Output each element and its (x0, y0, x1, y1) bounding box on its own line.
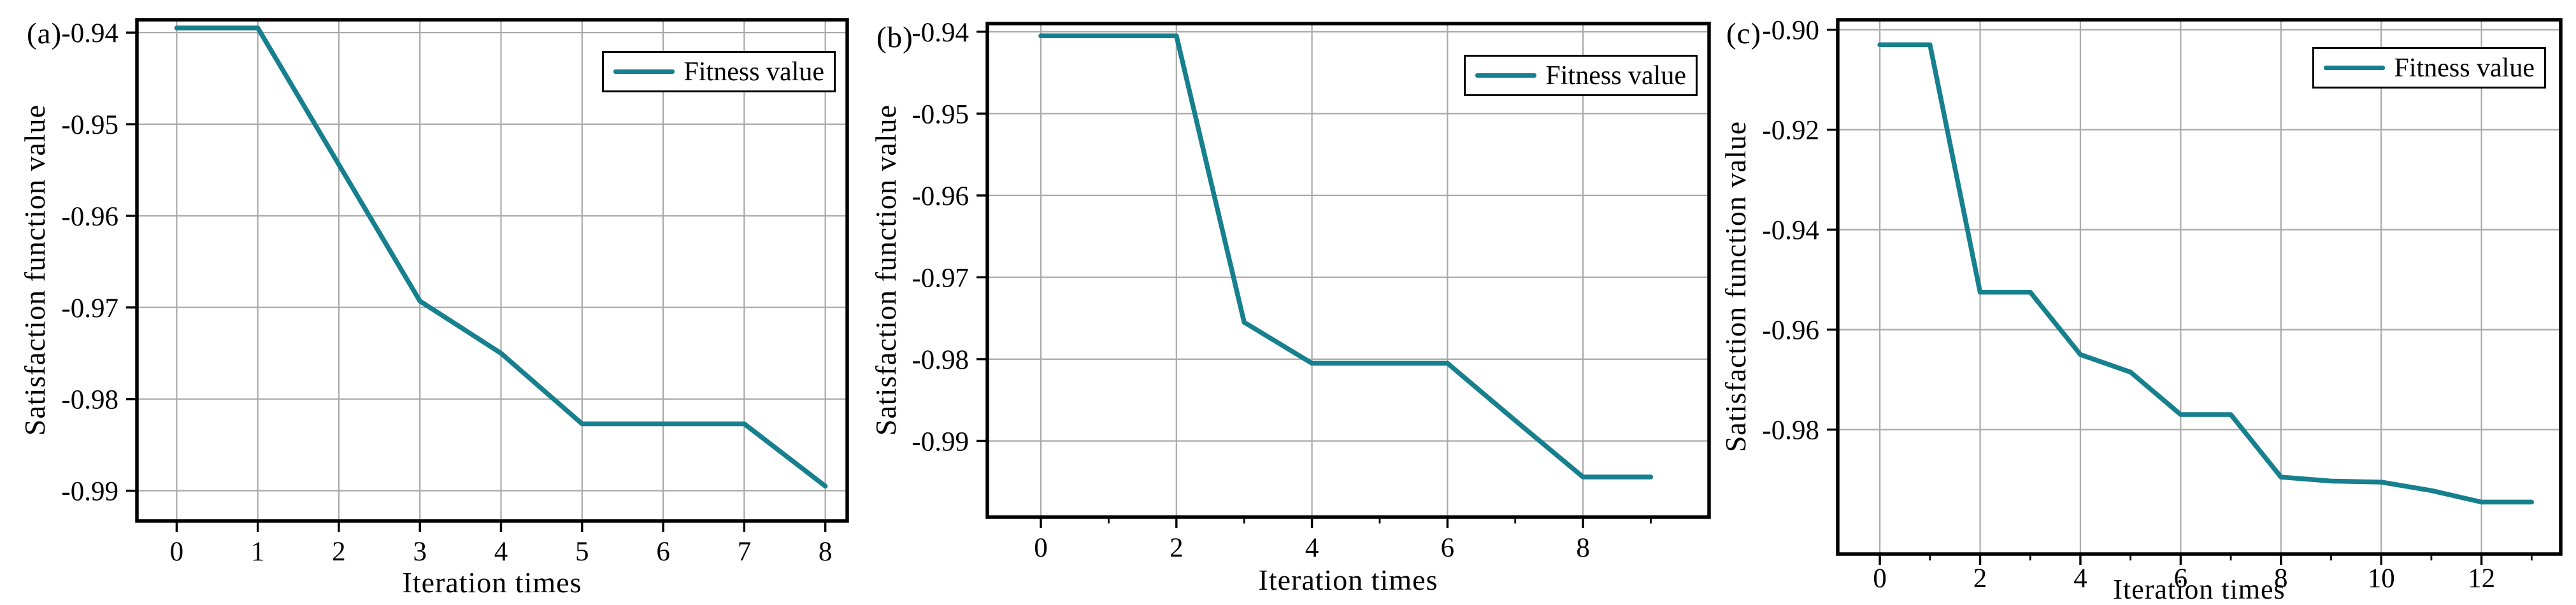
x-tick-label: 1 (251, 537, 265, 567)
y-tick-label: -0.95 (61, 110, 118, 140)
x-axis-title-a: Iteration times (402, 566, 582, 599)
x-tick-label: 2 (332, 537, 346, 567)
x-tick-label: 6 (2174, 564, 2188, 594)
y-tick-label: -0.98 (61, 385, 118, 415)
panel-label-b: (b) (877, 21, 913, 54)
legend-line-sample-b (1475, 73, 1536, 78)
y-tick-label: -0.94 (912, 18, 969, 48)
y-tick-label: -0.96 (1762, 316, 1819, 346)
panel-label-c: (c) (1726, 17, 1762, 50)
y-axis-title-text-b: Satisfaction function value (869, 104, 902, 436)
fitness-value-line (174, 25, 828, 489)
x-tick-label: 3 (413, 537, 427, 567)
y-tick-label: -0.92 (1762, 116, 1819, 146)
y-tick-label: -0.95 (912, 99, 969, 129)
x-tick-label: 6 (656, 537, 670, 567)
x-tick-label: 8 (1576, 533, 1590, 563)
y-axis-title-text-a: Satisfaction function value (18, 104, 51, 436)
legend-line-sample-a (613, 69, 675, 74)
y-tick-label: -0.94 (1762, 216, 1819, 246)
y-tick-label: -0.94 (61, 18, 118, 48)
y-tick-label: -0.98 (912, 345, 969, 375)
x-tick-label: 2 (1170, 533, 1184, 563)
x-tick-label: 7 (738, 537, 752, 567)
y-axis-title-text-c: Satisfaction function value (1719, 121, 1752, 453)
y-axis-title-c: Satisfaction function value (1719, 20, 1752, 554)
plot-border (1836, 18, 2563, 556)
x-tick-label: 0 (1034, 533, 1048, 563)
x-axis-title-b: Iteration times (1258, 564, 1438, 596)
plot-border (135, 18, 849, 523)
x-tick-label: 12 (2468, 564, 2495, 594)
legend-label-a: Fitness value (683, 57, 824, 87)
x-tick-label: 8 (819, 537, 833, 567)
y-tick-label: -0.90 (1762, 16, 1819, 46)
legend-label-c: Fitness value (2394, 53, 2535, 83)
y-tick-label: -0.97 (912, 263, 969, 293)
y-tick-label: -0.96 (912, 182, 969, 211)
y-tick-label: -0.97 (61, 294, 118, 324)
legend-line-sample-c (2323, 66, 2385, 70)
fitness-value-line (1877, 42, 2535, 505)
legend-label-b: Fitness value (1545, 60, 1686, 90)
legend-c: Fitness value (2312, 47, 2546, 89)
x-tick-label: 10 (2368, 564, 2395, 594)
y-tick-label: -0.99 (912, 427, 969, 457)
legend-b: Fitness value (1463, 55, 1698, 96)
fitness-value-line (1038, 33, 1654, 480)
panel-label-a: (a) (27, 17, 62, 50)
legend-a: Fitness value (601, 51, 836, 92)
y-tick-label: -0.98 (1762, 416, 1819, 446)
y-axis-title-b: Satisfaction function value (869, 24, 902, 517)
y-tick-label: -0.99 (61, 477, 118, 507)
x-tick-label: 6 (1441, 533, 1455, 563)
x-tick-label: 5 (575, 537, 589, 567)
x-tick-label: 0 (1873, 564, 1887, 594)
plot-border (985, 22, 1711, 519)
y-tick-label: -0.96 (61, 202, 118, 232)
x-tick-label: 4 (494, 537, 508, 567)
x-axis-title-c: Iteration times (2113, 574, 2286, 605)
y-axis-title-a: Satisfaction function value (18, 20, 51, 521)
x-tick-label: 2 (1973, 564, 1987, 594)
x-tick-label: 0 (170, 537, 184, 567)
x-tick-label: 8 (2274, 564, 2288, 594)
x-tick-label: 4 (1305, 533, 1319, 563)
x-tick-label: 4 (2073, 564, 2087, 594)
